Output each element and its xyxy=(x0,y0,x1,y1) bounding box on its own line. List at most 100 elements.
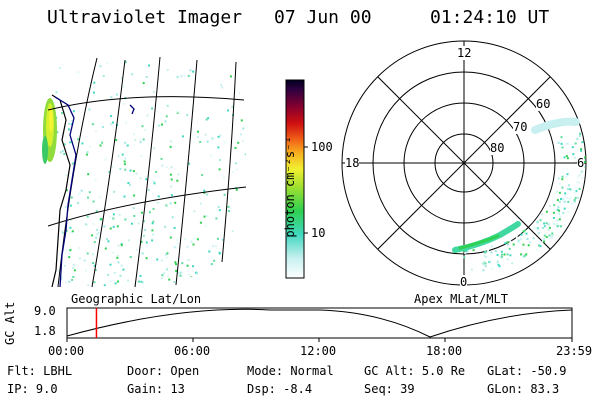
emission-pixel xyxy=(199,284,202,287)
polar-emission-pixel xyxy=(466,250,469,253)
polar-emission-pixel xyxy=(556,219,559,222)
polar-emission-pixel xyxy=(548,234,551,237)
emission-pixel xyxy=(232,114,234,117)
emission-pixel xyxy=(151,107,153,110)
emission-pixel xyxy=(111,166,114,168)
polar-emission-pixel xyxy=(532,237,535,240)
emission-pixel xyxy=(203,189,206,192)
polar-emission-pixel xyxy=(537,232,540,235)
emission-pixel xyxy=(63,110,66,113)
instrument-title: Ultraviolet Imager xyxy=(47,7,243,28)
mlt-label-0: 0 xyxy=(460,275,468,289)
emission-pixel xyxy=(63,264,66,267)
emission-pixel xyxy=(112,217,115,220)
polar-emission-pixel xyxy=(580,148,583,151)
emission-pixel xyxy=(208,250,211,253)
emission-pixel xyxy=(169,236,172,239)
emission-pixel xyxy=(97,231,100,234)
emission-pixel xyxy=(122,268,125,271)
emission-pixel xyxy=(184,238,187,240)
emission-pixel xyxy=(130,222,133,225)
emission-pixel xyxy=(83,259,86,262)
emission-pixel xyxy=(113,271,116,274)
emission-pixel xyxy=(187,74,190,77)
emission-pixel xyxy=(168,278,171,281)
emission-pixel xyxy=(204,133,207,136)
polar-emission-pixel xyxy=(484,251,487,254)
emission-pixel xyxy=(221,276,224,279)
emission-pixel xyxy=(163,272,165,275)
polar-emission-pixel xyxy=(580,170,583,173)
emission-pixel xyxy=(190,240,193,243)
polar-emission-pixel xyxy=(564,192,567,195)
emission-pixel xyxy=(77,138,80,141)
emission-pixel xyxy=(170,178,173,181)
emission-pixel xyxy=(65,174,68,176)
emission-pixel xyxy=(119,168,122,170)
polar-emission-pixel xyxy=(520,238,523,241)
polar-emission-pixel xyxy=(547,228,550,231)
emission-pixel xyxy=(69,141,72,144)
emission-pixel xyxy=(87,284,90,287)
emission-pixel xyxy=(94,269,97,271)
emission-pixel xyxy=(61,112,64,115)
polar-emission-pixel xyxy=(556,222,558,225)
emission-pixel xyxy=(57,236,60,239)
emission-pixel xyxy=(114,282,117,285)
polar-emission-pixel xyxy=(525,232,528,235)
polar-emission-pixel xyxy=(482,262,485,265)
emission-pixel xyxy=(194,236,197,239)
emission-pixel xyxy=(176,111,179,114)
polar-emission-pixel xyxy=(504,242,507,245)
emission-pixel xyxy=(91,123,94,126)
emission-pixel xyxy=(156,258,159,261)
emission-pixel xyxy=(140,154,143,157)
emission-pixel xyxy=(175,269,178,272)
emission-pixel xyxy=(118,213,121,216)
emission-pixel xyxy=(221,86,224,89)
polar-emission-pixel xyxy=(538,244,540,247)
polar-emission-pixel xyxy=(545,236,548,238)
emission-pixel xyxy=(234,162,237,165)
emission-pixel xyxy=(158,124,161,127)
polar-emission-pixel xyxy=(567,200,570,203)
polar-emission-pixel xyxy=(544,225,546,228)
emission-pixel xyxy=(133,194,136,197)
emission-pixel xyxy=(100,218,103,220)
emission-pixel xyxy=(136,248,138,251)
polar-emission-pixel xyxy=(575,190,578,193)
emission-pixel xyxy=(69,249,72,252)
emission-pixel xyxy=(186,114,189,116)
emission-pixel xyxy=(225,271,228,274)
emission-pixel xyxy=(148,211,151,214)
emission-pixel xyxy=(174,246,177,249)
emission-pixel xyxy=(95,130,98,133)
emission-pixel xyxy=(244,153,246,156)
emission-pixel xyxy=(129,256,132,258)
emission-pixel xyxy=(241,263,244,266)
polar-emission-pixel xyxy=(496,261,499,264)
polar-emission-pixel xyxy=(562,212,565,214)
emission-pixel xyxy=(151,239,154,242)
emission-pixel xyxy=(235,188,238,191)
emission-pixel xyxy=(88,191,91,194)
polar-emission-pixel xyxy=(563,200,566,203)
polar-emission-pixel xyxy=(566,173,569,176)
emission-pixel xyxy=(187,285,190,287)
emission-pixel xyxy=(69,231,72,234)
emission-pixel xyxy=(117,244,120,247)
emission-pixel xyxy=(95,210,98,213)
polar-emission-pixel xyxy=(464,252,467,254)
emission-pixel xyxy=(134,138,137,141)
emission-pixel xyxy=(112,225,115,228)
emission-pixel xyxy=(234,146,237,149)
emission-pixel xyxy=(171,216,174,219)
emission-pixel xyxy=(78,247,80,250)
emission-pixel xyxy=(229,259,232,262)
emission-pixel xyxy=(206,193,209,196)
emission-pixel xyxy=(204,224,207,227)
emission-pixel xyxy=(169,287,171,289)
polar-emission-pixel xyxy=(553,223,556,225)
polar-emission-pixel xyxy=(529,241,532,244)
emission-pixel xyxy=(107,240,110,243)
